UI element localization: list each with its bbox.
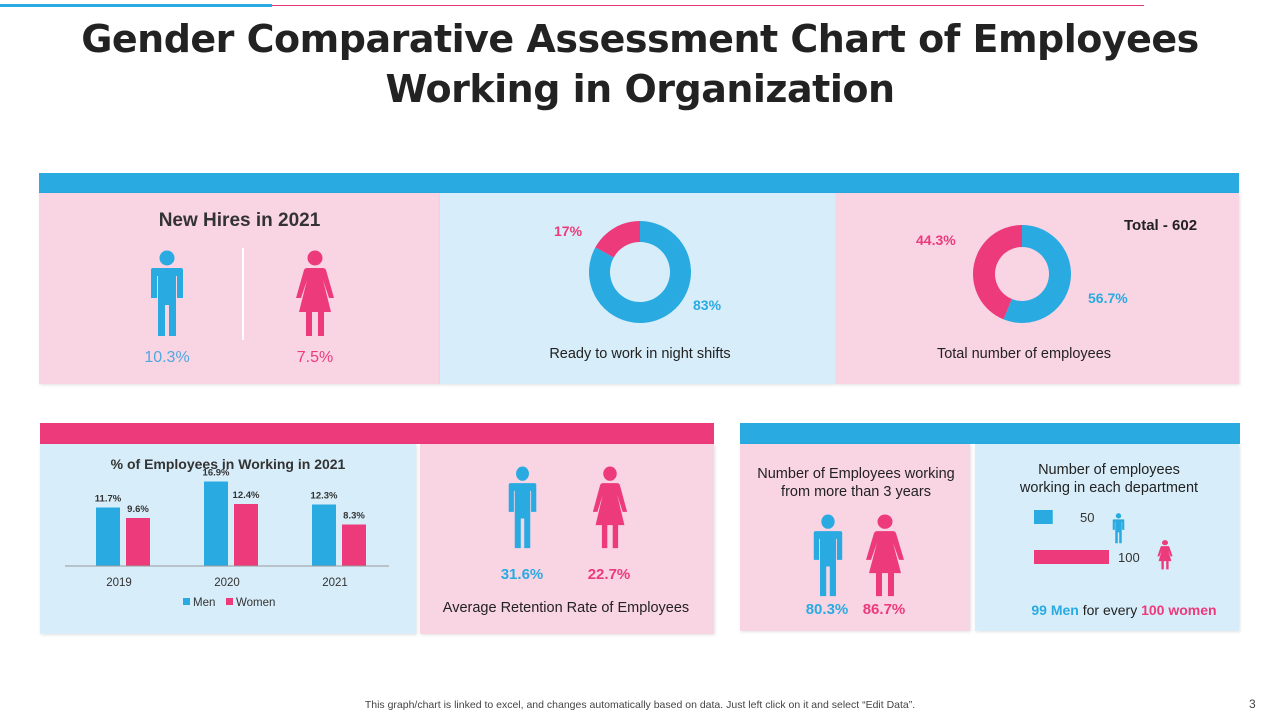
legend-swatch-men — [183, 598, 190, 605]
page-title: Gender Comparative Assessment Chart of E… — [40, 14, 1240, 114]
bar-label-women-2019: 9.6% — [127, 504, 149, 515]
retention-label: Average Retention Rate of Employees — [442, 600, 690, 616]
tenure-label-line-2: from more than 3 years — [781, 484, 931, 500]
total-employees-total: Total - 602 — [1124, 217, 1198, 234]
woman-icon — [592, 466, 628, 549]
legend-swatch-women — [226, 598, 233, 605]
legend-label-men: Men — [193, 597, 215, 609]
bar-women-2019 — [126, 518, 150, 566]
bar-men-2021 — [312, 504, 336, 566]
working-chart-panel: % of Employees in Working in 2021 11.7% 9… — [40, 444, 416, 634]
woman-icon — [296, 250, 334, 336]
bottom-left-header-bar — [40, 423, 714, 444]
woman-icon — [866, 514, 904, 597]
night-shifts-men-slice — [589, 221, 691, 323]
retention-women-value: 22.7% — [587, 566, 631, 583]
x-tick-label-2020: 2020 — [214, 577, 240, 589]
top-accent-line-pink — [272, 5, 1144, 6]
page-title-line-2: Working in Organization — [385, 67, 895, 111]
total-employees-women-pct: 44.3% — [916, 232, 956, 248]
total-employees-men-pct: 56.7% — [1088, 290, 1128, 306]
bar-label-women-2020: 12.4% — [233, 490, 260, 501]
bar-men-2020 — [204, 481, 228, 566]
x-tick-label-2019: 2019 — [106, 577, 132, 589]
department-men-bar — [1034, 510, 1053, 524]
department-men-value: 50 — [1080, 510, 1095, 525]
bottom-right-header-bar — [740, 423, 1240, 444]
tenure-men-value: 80.3% — [805, 601, 849, 618]
retention-men-value: 31.6% — [500, 566, 544, 583]
department-panel: Number of employees working in each depa… — [975, 444, 1239, 631]
department-ratio-men: 99 Men — [1031, 602, 1079, 618]
bar-label-women-2021: 8.3% — [343, 511, 365, 522]
top-row-header-bar — [39, 173, 1239, 193]
night-shifts-donut — [589, 221, 691, 323]
bar-men-2019 — [96, 507, 120, 566]
man-icon — [508, 466, 537, 549]
night-shifts-panel: 17% 83% Ready to work in night shifts — [440, 193, 836, 384]
new-hires-title: New Hires in 2021 — [158, 210, 321, 231]
new-hires-panel: New Hires in 2021 10.3% 7.5% — [39, 193, 440, 384]
total-employees-donut — [973, 225, 1071, 323]
man-icon — [813, 514, 843, 597]
x-tick-label-2021: 2021 — [322, 577, 348, 589]
tenure-women-value: 86.7% — [862, 601, 906, 618]
man-icon — [151, 250, 183, 336]
bar-label-men-2019: 11.7% — [95, 494, 122, 505]
night-shifts-women-pct: 17% — [554, 223, 583, 239]
retention-panel: 31.6% 22.7% Average Retention Rate of Em… — [420, 444, 714, 634]
department-ratio-women: 100 women — [1141, 602, 1217, 618]
department-label-line-2: working in each department — [1019, 480, 1199, 496]
tenure-label: Number of Employees working from more th… — [740, 465, 972, 501]
total-employees-men-slice — [1003, 225, 1071, 323]
tenure-panel: Number of Employees working from more th… — [740, 444, 970, 631]
tenure-label-line-1: Number of Employees working — [757, 466, 955, 482]
bar-women-2021 — [342, 524, 366, 566]
bar-label-men-2020: 16.9% — [203, 468, 230, 479]
night-shifts-women-slice — [595, 221, 640, 258]
night-shifts-men-pct: 83% — [693, 297, 722, 313]
new-hires-women-value: 7.5% — [296, 349, 334, 366]
department-women-value: 100 — [1118, 550, 1140, 565]
total-employees-label: Total number of employees — [936, 346, 1112, 362]
woman-icon — [1157, 540, 1173, 570]
legend-label-women: Women — [236, 597, 275, 609]
night-shifts-label: Ready to work in night shifts — [549, 346, 731, 362]
divider — [242, 248, 244, 340]
department-label-line-1: Number of employees — [1038, 462, 1180, 478]
bar-women-2020 — [234, 504, 258, 566]
page-number: 3 — [1249, 697, 1256, 711]
man-icon — [1112, 513, 1125, 544]
working-bar-chart: 11.7% 9.6% 2019 16.9%12.4% 2020 12.3% 8.3% 2021… — [65, 468, 389, 609]
total-employees-panel: Total - 602 44.3% 56.7% Total number of … — [836, 193, 1239, 384]
new-hires-men-value: 10.3% — [144, 349, 190, 366]
department-ratio-mid: for every — [1078, 602, 1142, 618]
top-accent-line-blue — [0, 4, 272, 7]
bar-label-men-2021: 12.3% — [311, 491, 338, 502]
department-ratio: 99 Men for every 100 women — [975, 602, 1273, 618]
working-chart-title: % of Employees in Working in 2021 — [110, 456, 346, 472]
page-title-line-1: Gender Comparative Assessment Chart of E… — [81, 17, 1199, 61]
footer-note: This graph/chart is linked to excel, and… — [364, 699, 916, 711]
department-women-bar — [1034, 550, 1109, 564]
department-bar-chart — [1034, 510, 1109, 564]
department-label: Number of employees working in each depa… — [975, 461, 1243, 497]
total-employees-women-slice — [973, 225, 1022, 320]
